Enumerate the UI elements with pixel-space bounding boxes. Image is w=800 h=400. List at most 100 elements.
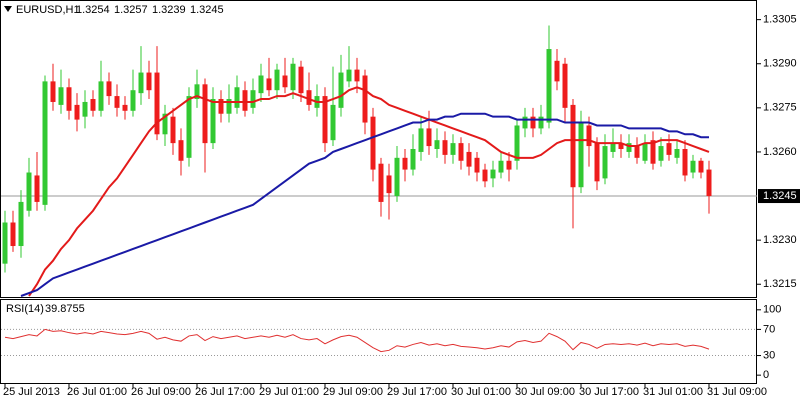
y-tick-label: 1.3275 — [763, 102, 797, 114]
candle-body — [242, 90, 248, 111]
x-tick-label: 26 Jul 01:00 — [67, 386, 127, 398]
candle-body — [58, 87, 64, 105]
x-tick-label: 25 Jul 2013 — [3, 386, 60, 398]
candle-body — [458, 143, 464, 161]
y-tick-label: 100 — [763, 304, 781, 316]
main-frame — [0, 0, 757, 298]
candle-body — [170, 116, 176, 144]
candle-body — [146, 72, 152, 91]
candle-body — [442, 140, 448, 155]
candle-body — [562, 63, 568, 108]
candle-body — [194, 84, 200, 100]
candle-body — [34, 175, 40, 202]
candle-body — [362, 75, 368, 123]
candle-body — [682, 149, 688, 176]
candle-body — [514, 125, 520, 161]
candle-body — [594, 143, 600, 182]
candle-body — [586, 125, 592, 147]
candle-body — [474, 157, 480, 173]
candle-body — [106, 81, 112, 97]
candle-body — [658, 146, 664, 161]
y-tick-label: 1.3290 — [763, 58, 797, 70]
menu-icon — [4, 6, 12, 12]
chart-title: EURUSD,H1 — [16, 4, 80, 16]
x-tick-label: 29 Jul 01:00 — [259, 386, 319, 398]
y-tick-label: 1.3230 — [763, 234, 797, 246]
candle-body — [266, 78, 272, 91]
x-tick-label: 31 Jul 01:00 — [643, 386, 703, 398]
candle-body — [546, 49, 552, 123]
line — [20, 112, 709, 297]
candle-body — [154, 72, 160, 135]
candle-body — [130, 90, 136, 111]
candle-body — [322, 96, 328, 144]
candle-body — [26, 172, 32, 211]
candle-body — [394, 157, 400, 197]
candle-body — [370, 116, 376, 170]
rsi-value: 39.8755 — [45, 303, 85, 315]
candle-body — [634, 146, 640, 158]
candle-body — [434, 140, 440, 149]
candle-body — [410, 149, 416, 170]
rsi-title: RSI(14) — [6, 303, 44, 315]
x-tick-label: 30 Jul 17:00 — [579, 386, 639, 398]
candle-body — [10, 222, 16, 247]
current-price-box — [758, 189, 800, 204]
y-tick-label: 1.3215 — [763, 278, 797, 290]
candle-body — [522, 116, 528, 129]
candle-body — [82, 101, 88, 117]
candle-body — [90, 99, 96, 111]
candle-body — [466, 151, 472, 167]
candle-body — [426, 128, 432, 147]
candle-body — [202, 84, 208, 144]
candle-body — [74, 104, 80, 120]
candle-body — [42, 81, 48, 205]
candle-body — [226, 99, 232, 114]
ohlc-low: 1.3239 — [152, 4, 186, 16]
ohlc-close: 1.3245 — [190, 4, 224, 16]
candle-body — [2, 222, 8, 264]
line — [28, 86, 710, 297]
candle-body — [490, 169, 496, 179]
candle-body — [50, 81, 56, 102]
candle-body — [98, 81, 104, 111]
candle-body — [274, 69, 280, 91]
candle-body — [354, 69, 360, 82]
candle-body — [250, 90, 256, 108]
candle-body — [698, 160, 704, 173]
candle-body — [330, 104, 336, 141]
y-tick-label: 1.3260 — [763, 146, 797, 158]
candle-body — [114, 96, 120, 108]
candle-body — [138, 72, 144, 94]
candle-body — [282, 75, 288, 88]
y-tick-label: 30 — [763, 349, 775, 361]
candle-body — [162, 113, 168, 135]
y-tick-label: 0 — [763, 369, 769, 381]
candle-body — [298, 66, 304, 94]
candle-body — [674, 149, 680, 158]
x-tick-label: 30 Jul 01:00 — [451, 386, 511, 398]
y-tick-label: 1.3305 — [763, 14, 797, 26]
x-tick-label: 31 Jul 09:00 — [707, 386, 767, 398]
x-tick-label: 29 Jul 09:00 — [323, 386, 383, 398]
candle-body — [554, 60, 560, 82]
candle-body — [538, 116, 544, 129]
candle-body — [122, 104, 128, 111]
candle-body — [690, 160, 696, 173]
candle-body — [610, 143, 616, 152]
candle-body — [642, 143, 648, 161]
candle-body — [290, 63, 296, 91]
candle-body — [378, 163, 384, 202]
y-tick-label: 70 — [763, 323, 775, 335]
candle-body — [258, 75, 264, 94]
candle-body — [626, 143, 632, 152]
x-tick-label: 26 Jul 09:00 — [131, 386, 191, 398]
candle-body — [186, 96, 192, 158]
line — [4, 328, 710, 353]
candle-body — [530, 116, 536, 129]
candle-body — [178, 140, 184, 161]
candle-body — [210, 99, 216, 144]
